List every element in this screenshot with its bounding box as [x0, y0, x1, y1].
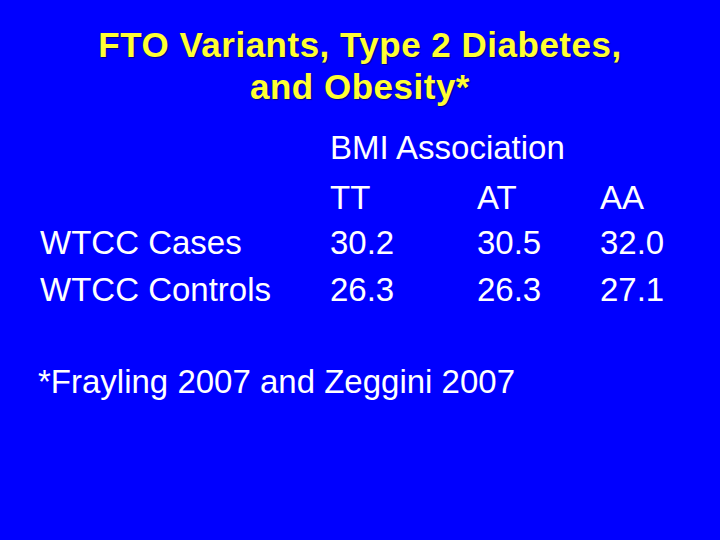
- column-header-at: AT: [477, 178, 517, 218]
- row-label-wtcc-controls: WTCC Controls: [40, 270, 271, 310]
- footnote: *Frayling 2007 and Zeggini 2007: [38, 362, 515, 402]
- row-label-wtcc-cases: WTCC Cases: [40, 223, 242, 263]
- slide-title: FTO Variants, Type 2 Diabetes, and Obesi…: [0, 24, 720, 108]
- table-title: BMI Association: [330, 128, 565, 168]
- cell-cases-tt: 30.2: [330, 223, 394, 263]
- cell-controls-tt: 26.3: [330, 270, 394, 310]
- column-header-aa: AA: [600, 178, 644, 218]
- slide-title-line2: and Obesity*: [0, 66, 720, 108]
- slide: FTO Variants, Type 2 Diabetes, and Obesi…: [0, 0, 720, 540]
- cell-cases-aa: 32.0: [600, 223, 664, 263]
- slide-title-line1: FTO Variants, Type 2 Diabetes,: [0, 24, 720, 66]
- column-header-tt: TT: [330, 178, 370, 218]
- cell-cases-at: 30.5: [477, 223, 541, 263]
- cell-controls-aa: 27.1: [600, 270, 664, 310]
- cell-controls-at: 26.3: [477, 270, 541, 310]
